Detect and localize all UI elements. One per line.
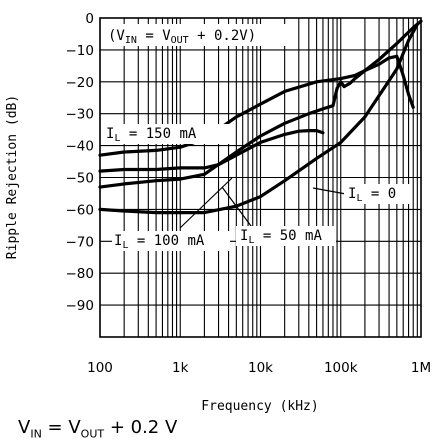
y-tick-label: −10 [66,43,95,59]
y-tick-label: −80 [66,266,95,282]
label-150ma-bg [104,124,230,144]
series-group [98,19,423,215]
pointer-0ma [312,187,347,195]
x-tick-label: 100 [87,360,113,376]
label-50ma: IL = 50 mA [240,228,322,246]
y-tick-label: −70 [66,234,95,250]
x-tick-label: 100k [324,360,358,376]
x-tick-labels: 100 1k 10k 100k 1M [87,360,431,376]
y-tick-label: −20 [66,75,95,91]
condition-label-bg [105,24,287,46]
y-tick-label: 0 [85,11,94,27]
chart-annotations: (VIN = VOUT + 0.2V) IL = 150 mA IL = 100… [104,24,412,251]
plot-frame [99,17,422,338]
x-tick-label: 10k [248,360,273,376]
x-tick-label: 1M [411,360,431,376]
x-tick-label: 1k [172,360,189,376]
label-150ma: IL = 150 mA [106,126,197,144]
label-0ma: IL = 0 [348,186,396,204]
series-line-2 [98,19,423,189]
y-tick-labels: 0 −10 −20 −30 −40 −50 −60 −70 −80 −90 [66,11,95,314]
caption: VIN = VOUT + 0.2 V [18,417,178,441]
label-100ma: IL = 100 mA [114,233,205,251]
x-axis-title: Frequency (kHz) [201,399,318,414]
condition-label: (VIN = VOUT + 0.2V) [108,28,256,46]
y-tick-label: −40 [66,139,95,155]
pointer-50ma [221,186,255,231]
label-0ma-bg [344,184,412,204]
y-tick-label: −60 [66,202,95,218]
y-tick-label: −50 [66,171,95,187]
series-line-3 [98,22,419,215]
y-tick-label: −30 [66,107,95,123]
label-50ma-bg [236,226,336,246]
y-tick-label: −90 [66,298,95,314]
series-line-0 [98,54,415,157]
y-axis-title: Ripple Rejection (dB) [5,95,20,259]
series-line-1 [98,129,325,173]
label-100ma-bg [112,231,230,251]
pointer-100ma [179,177,233,229]
